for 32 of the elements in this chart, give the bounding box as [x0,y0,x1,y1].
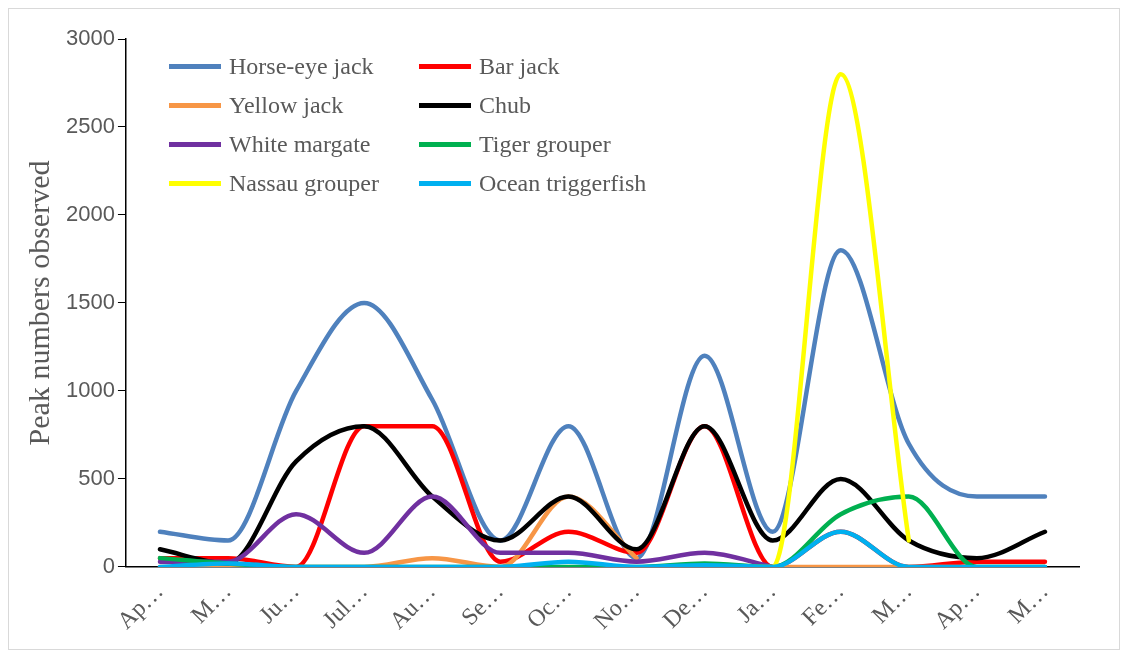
x-tick-label: Ju… [253,577,305,629]
x-tick-label: Fe… [796,577,849,631]
x-tick-label: No… [588,577,645,634]
y-tick-label: 500 [78,465,115,490]
y-tick-label: 2000 [65,201,115,227]
x-tick-label: M… [866,577,917,629]
x-tick-label: M… [185,577,237,629]
line-series [157,247,1048,561]
x-tick-label: M… [1002,577,1053,629]
x-tick-label: Ap… [928,577,985,634]
legend-label: Yellow jack [229,92,344,119]
y-tick-label: 3000 [65,25,115,51]
x-tick-label: Se… [456,577,509,631]
x-tick-label: Au… [384,577,441,634]
legend-label: Ocean triggerfish [478,170,647,197]
legend-label: Chub [478,92,531,119]
y-axis-title: Peak numbers observed [21,160,55,446]
y-tick-label: 2500 [65,113,115,139]
legend-label: White margate [229,131,371,158]
x-tick-label: Jul… [317,577,373,633]
legend-label: Horse-eye jack [229,53,374,80]
x-tick-label: Ap… [111,577,168,634]
y-tick-label: 1500 [65,289,115,315]
legend-label: Bar jack [478,53,560,80]
y-tick-label: 0 [102,552,115,578]
legend-label: Tiger grouper [478,131,611,158]
x-tick-label: Ja… [731,577,781,628]
y-tick-label: 1000 [65,377,115,403]
x-tick-label: De… [657,577,713,633]
legend-label: Nassau grouper [229,170,379,197]
line-series [157,529,1048,567]
x-tick-label: Oc… [521,577,577,633]
